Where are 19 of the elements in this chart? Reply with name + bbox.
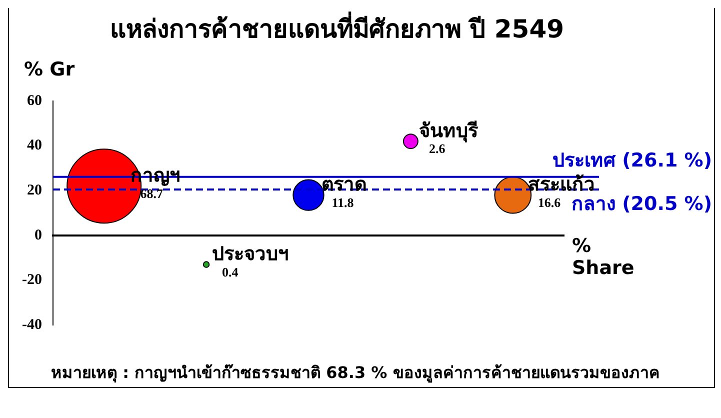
- annotation: 2.6: [429, 141, 446, 156]
- annotation: 16.6: [538, 194, 562, 210]
- chart-title: แหล่งการค้าชายแดนที่มีศักยภาพ ปี 2549: [110, 12, 564, 44]
- y-tick-label: 20: [26, 182, 42, 198]
- y-tick-label: 60: [26, 92, 42, 109]
- series-label: ประจวบฯ: [212, 242, 290, 265]
- y-tick-label: -40: [22, 316, 42, 333]
- y-tick-label: 40: [26, 138, 42, 154]
- annotation: 11.8: [332, 194, 354, 210]
- series-label: จันทบุรี: [419, 120, 480, 143]
- annotation: 68.7: [140, 186, 164, 201]
- ref-line-label: ประเทศ (26.1 %): [552, 149, 712, 172]
- ref-line-label: กลาง (20.5 %): [571, 192, 712, 215]
- y-axis-title: % Gr: [24, 58, 76, 80]
- text: หมายเหตุ : กาญฯนำเข้าก๊าซธรรมชาติ 68.3 % ของมูลค่าการค้าชายแดนรวมของภาค: [50, 363, 661, 385]
- y-tick-label: -20: [22, 272, 42, 288]
- x-axis-title: % Share: [572, 234, 634, 279]
- y-tick-label: 0: [34, 227, 42, 244]
- annotation: 0.4: [222, 264, 239, 280]
